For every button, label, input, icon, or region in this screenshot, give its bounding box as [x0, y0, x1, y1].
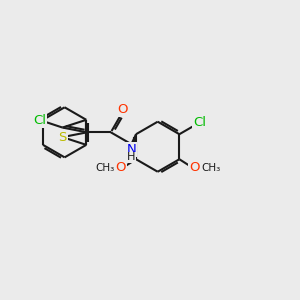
Text: N: N	[127, 143, 136, 156]
Text: H: H	[127, 152, 136, 163]
Text: CH₃: CH₃	[95, 163, 114, 173]
Text: CH₃: CH₃	[201, 163, 220, 173]
Text: Cl: Cl	[194, 116, 206, 129]
Text: O: O	[189, 161, 200, 175]
Text: Cl: Cl	[33, 114, 46, 127]
Text: S: S	[58, 130, 67, 144]
Text: O: O	[116, 161, 126, 175]
Text: O: O	[117, 103, 127, 116]
